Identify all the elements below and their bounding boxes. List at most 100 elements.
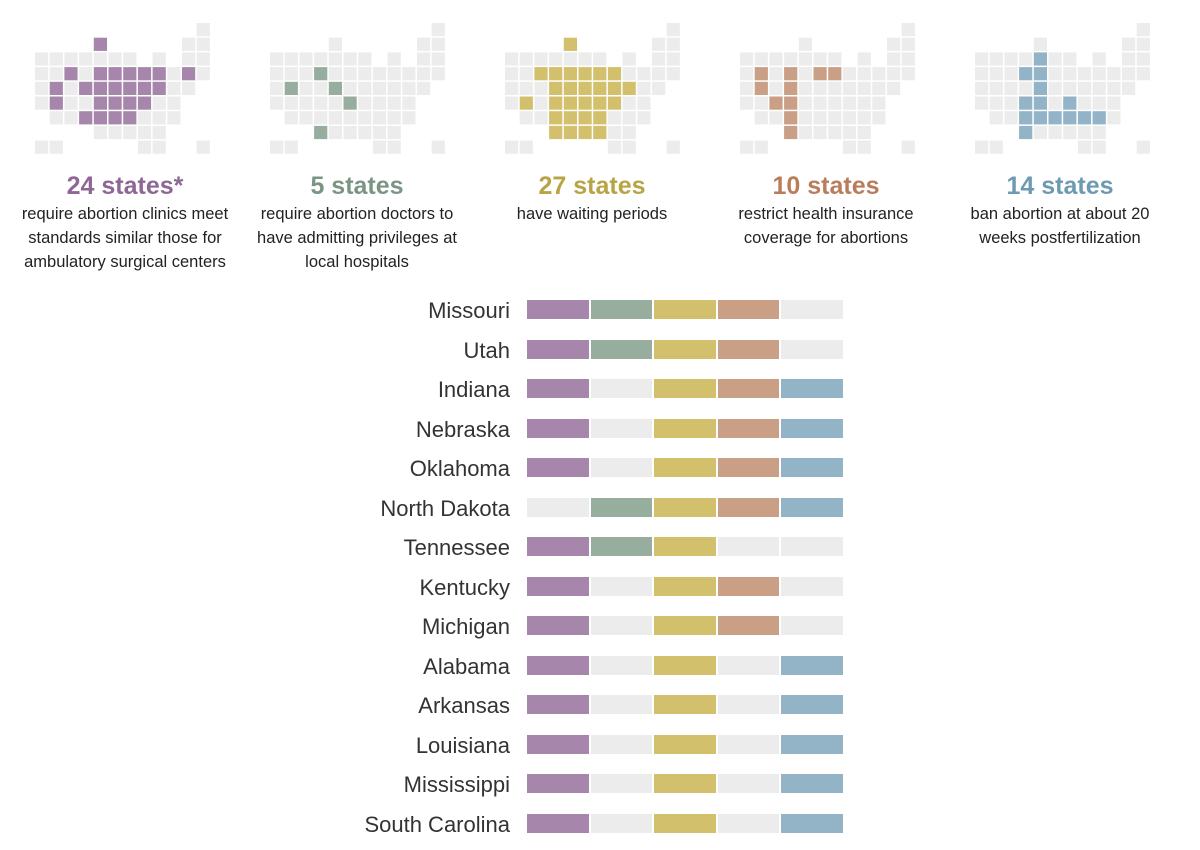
description-clinic-standards: require abortion clinics meet standards … [21, 205, 229, 271]
bar-segment-clinic-standards [527, 576, 589, 596]
bar-segment-20-week-ban [781, 655, 843, 675]
bar-segment-clinic-standards [527, 339, 589, 359]
state-label: Oklahoma [409, 456, 510, 481]
bar-segment-insurance-restrictions [717, 339, 779, 359]
map-tile [622, 125, 636, 140]
map-tile [299, 96, 313, 110]
bar-segment-insurance-restrictions [717, 576, 779, 596]
state-label: Michigan [421, 614, 510, 639]
bar-segment-admitting-privileges [590, 616, 652, 635]
map-tile [387, 96, 401, 110]
map-tile [828, 96, 842, 110]
map-tile [740, 67, 754, 81]
map-tile [417, 37, 431, 51]
bar-segment-20-week-ban [781, 300, 843, 319]
map-tile [769, 81, 783, 95]
map-tile [387, 67, 401, 81]
map-tile [1136, 140, 1150, 154]
map-tile [989, 52, 1003, 66]
map-tile [754, 52, 768, 66]
map-tile [887, 37, 901, 51]
bar-segment-waiting-periods [654, 418, 716, 438]
map-tile [505, 52, 519, 66]
map-tile-highlighted [182, 67, 196, 81]
map-tile [857, 111, 871, 125]
map-tile [182, 52, 196, 66]
map-tile [637, 81, 651, 95]
map-tile-highlighted [328, 81, 342, 95]
map-tile [754, 96, 768, 110]
map-tile [1077, 125, 1092, 140]
state-label: North Dakota [380, 495, 510, 521]
map-tile [857, 52, 871, 66]
map-tile-highlighted [578, 81, 592, 95]
bar-segment-insurance-restrictions [717, 418, 779, 438]
map-tile [372, 125, 387, 140]
map-tile [196, 23, 210, 37]
map-tile [64, 52, 78, 66]
map-tile [505, 96, 519, 110]
map-tile-highlighted [519, 96, 533, 110]
map-tile [857, 96, 871, 110]
description-insurance-restrictions: restrict health insurance coverage for a… [738, 205, 914, 247]
bar-segment-admitting-privileges [590, 774, 652, 793]
map-tile [1004, 96, 1018, 110]
map-tile-highlighted [549, 125, 563, 140]
map-tile-highlighted [784, 67, 798, 81]
map-tile [299, 52, 313, 66]
map-tile-highlighted [137, 81, 152, 95]
map-tile [842, 67, 857, 81]
map-tile [798, 111, 812, 125]
map-tile-highlighted [93, 37, 107, 51]
map-tile [872, 81, 886, 95]
map-tile-highlighted [1019, 96, 1033, 110]
map-tile [857, 125, 871, 140]
map-tile-highlighted [123, 96, 137, 110]
map-tile-highlighted [1033, 52, 1047, 66]
bar-segment-admitting-privileges [590, 655, 652, 675]
map-tile [35, 140, 49, 154]
map-tile [872, 96, 886, 110]
map-tile [1004, 81, 1018, 95]
map-tile [887, 67, 901, 81]
bar-segment-clinic-standards [527, 616, 589, 635]
map-tile [828, 111, 842, 125]
map-tile [284, 52, 298, 66]
map-tile-highlighted [93, 67, 107, 81]
map-tile [975, 52, 989, 66]
map-tile [35, 67, 49, 81]
bar-segment-waiting-periods [654, 339, 716, 359]
map-tile [1092, 140, 1106, 154]
state-label: Kentucky [419, 574, 511, 600]
map-tile-highlighted [1019, 125, 1033, 140]
bar-segment-insurance-restrictions [717, 655, 779, 675]
bar-segment-clinic-standards [527, 774, 589, 793]
map-tile [79, 67, 93, 81]
map-tile [505, 81, 519, 95]
map-tile [167, 67, 181, 81]
map-tile-highlighted [578, 67, 592, 81]
map-tile [270, 52, 284, 66]
map-tile [299, 67, 313, 81]
map-tile [328, 37, 342, 51]
map-tile [637, 67, 651, 81]
map-tile [813, 96, 827, 110]
bar-segment-insurance-restrictions [717, 774, 779, 793]
map-tile [167, 111, 181, 125]
map-tile [196, 67, 210, 81]
map-tile-highlighted [828, 67, 842, 81]
map-tile-highlighted [593, 67, 607, 81]
map-tile [1136, 67, 1150, 81]
map-tile [123, 52, 137, 66]
map-tile [1092, 125, 1106, 140]
map-tile [358, 111, 372, 125]
map-tile [358, 81, 372, 95]
map-tile [1092, 96, 1106, 110]
map-tile-highlighted [769, 96, 783, 110]
map-tile-highlighted [563, 67, 577, 81]
map-tile [372, 96, 387, 110]
map-tile-highlighted [549, 81, 563, 95]
map-tile [989, 67, 1003, 81]
map-tile [372, 81, 387, 95]
bar-segment-admitting-privileges [590, 379, 652, 398]
